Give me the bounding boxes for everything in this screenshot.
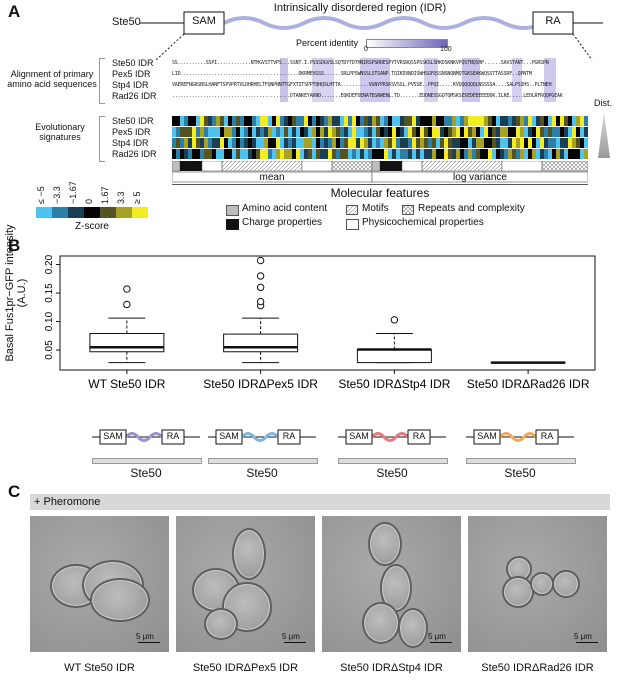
- outlier-point: [390, 316, 399, 324]
- x-category-label: Ste50 IDRΔRad26 IDR: [467, 377, 590, 391]
- x-category-label: WT Ste50 IDR: [88, 377, 165, 391]
- y-tick-label: 0.15: [44, 283, 55, 303]
- panel-b-letter: B: [8, 236, 21, 255]
- outlier-point: [256, 272, 265, 280]
- seq-name: Rad26 IDR: [112, 91, 157, 101]
- y-axis-label: Basal Fus1pr−GFP intensity (A.U.): [4, 224, 28, 362]
- sequence-row: ........................................…: [172, 93, 563, 99]
- idr-title: Intrinsically disordered region (IDR): [273, 2, 447, 14]
- caption-stp4: Ste50 IDRΔStp4 IDR: [340, 662, 443, 674]
- micrograph-pex5: 5 μm: [176, 516, 315, 652]
- sam-domain-label: SAM: [192, 15, 216, 27]
- ra-domain-label: RA: [545, 15, 561, 27]
- outlier-point: [256, 283, 265, 292]
- y-tick-label: 0.10: [44, 311, 55, 331]
- alignment-label: Alignment of primary amino acid sequence…: [7, 69, 97, 89]
- evo-names: Ste50 IDR Pex5 IDR Stp4 IDR Rad26 IDR: [112, 116, 157, 160]
- pid-max: 100: [440, 46, 452, 53]
- percent-identity-colorbar: [366, 39, 448, 48]
- x-category-label: Ste50 IDRΔPex5 IDR: [203, 377, 318, 391]
- pid-min: 0: [364, 46, 368, 53]
- evo-name: Ste50 IDR: [112, 116, 154, 126]
- evolutionary-heatmap: [172, 116, 588, 159]
- feature-logvar-label: log variance: [453, 172, 507, 183]
- protein-label: Ste50: [112, 16, 141, 28]
- percent-identity-label: Percent identity: [296, 38, 359, 48]
- sequence-row: LID.....................................…: [172, 71, 532, 77]
- caption-rad26: Ste50 IDRΔRad26 IDR: [481, 662, 594, 674]
- alignment-bracket: [99, 58, 105, 104]
- box: [356, 348, 432, 364]
- evo-name: Rad26 IDR: [112, 149, 157, 159]
- outlier-point: [123, 285, 131, 293]
- outlier-point: [256, 297, 265, 306]
- evolutionary-bracket: [99, 116, 105, 162]
- construct-wt: SAM RA Ste50: [92, 426, 202, 480]
- construct-rad26: SAM RA Ste50: [466, 426, 576, 480]
- construct-schematics: SAM RA Ste50 SAM RA Ste50 SAM RA Ste50 S…: [0, 420, 617, 480]
- caption-wt: WT Ste50 IDR: [64, 662, 135, 674]
- plot-frame: [59, 255, 596, 371]
- evo-name: Stp4 IDR: [112, 138, 149, 148]
- micrograph-rad26: 5 μm: [468, 516, 607, 652]
- feature-category-bar: [172, 161, 588, 183]
- outlier-point: [123, 300, 131, 309]
- sequence-row: SS..........SSPI............NTHGVSTTVPS.…: [172, 60, 549, 66]
- sequence-row: VAEREFNGRSNSLHANFTSPVPRTVLDHRHELTFQNPNNT…: [172, 82, 552, 88]
- molecular-features-label: Molecular features: [330, 186, 430, 200]
- box: [223, 333, 299, 353]
- zscore-label: Z-score: [75, 221, 109, 232]
- pheromone-banner: + Pheromone: [30, 494, 610, 510]
- alignment-block: SS..........SSPI............NTHGVSTTVPS.…: [172, 58, 588, 102]
- micrograph-wt: 5 μm: [30, 516, 169, 652]
- construct-pex5: SAM RA Ste50: [208, 426, 318, 480]
- seq-name: Pex5 IDR: [112, 69, 151, 79]
- micrograph-stp4: 5 μm: [322, 516, 461, 652]
- seq-name: Ste50 IDR: [112, 58, 154, 68]
- panel-c-letter: C: [8, 482, 21, 501]
- evo-name: Pex5 IDR: [112, 127, 151, 137]
- box: [89, 333, 165, 353]
- construct-stp4: SAM RA Ste50: [338, 426, 448, 480]
- zscore-colorbar: [36, 207, 148, 218]
- caption-pex5: Ste50 IDRΔPex5 IDR: [192, 662, 299, 674]
- seq-name: Stp4 IDR: [112, 80, 149, 90]
- outlier-point: [256, 256, 265, 265]
- panel-a-letter: A: [8, 2, 21, 21]
- x-category-label: Ste50 IDRΔStp4 IDR: [338, 377, 450, 391]
- dist-label: Dist.: [594, 98, 612, 108]
- y-tick-label: 0.05: [44, 340, 55, 360]
- boxplot-chart: 0.05 0.10 0.15 0.20 WT Ste50 IDR Ste50 IDRΔPe…: [44, 254, 596, 391]
- feature-legend: Amino acid content Motifs Repeats and co…: [226, 203, 556, 231]
- feature-mean-label: mean: [259, 172, 285, 183]
- evolutionary-label: Evolutionary signatures: [35, 122, 85, 142]
- zscore-ticks: ≤ −5 −3.3 −1.67 0 1.67 3.3 ≥ 5: [36, 181, 142, 204]
- domain-diagram: [140, 11, 603, 60]
- y-tick-label: 0.20: [44, 254, 55, 274]
- distance-triangle: [598, 112, 610, 158]
- sequence-names: Ste50 IDR Pex5 IDR Stp4 IDR Rad26 IDR: [112, 58, 157, 102]
